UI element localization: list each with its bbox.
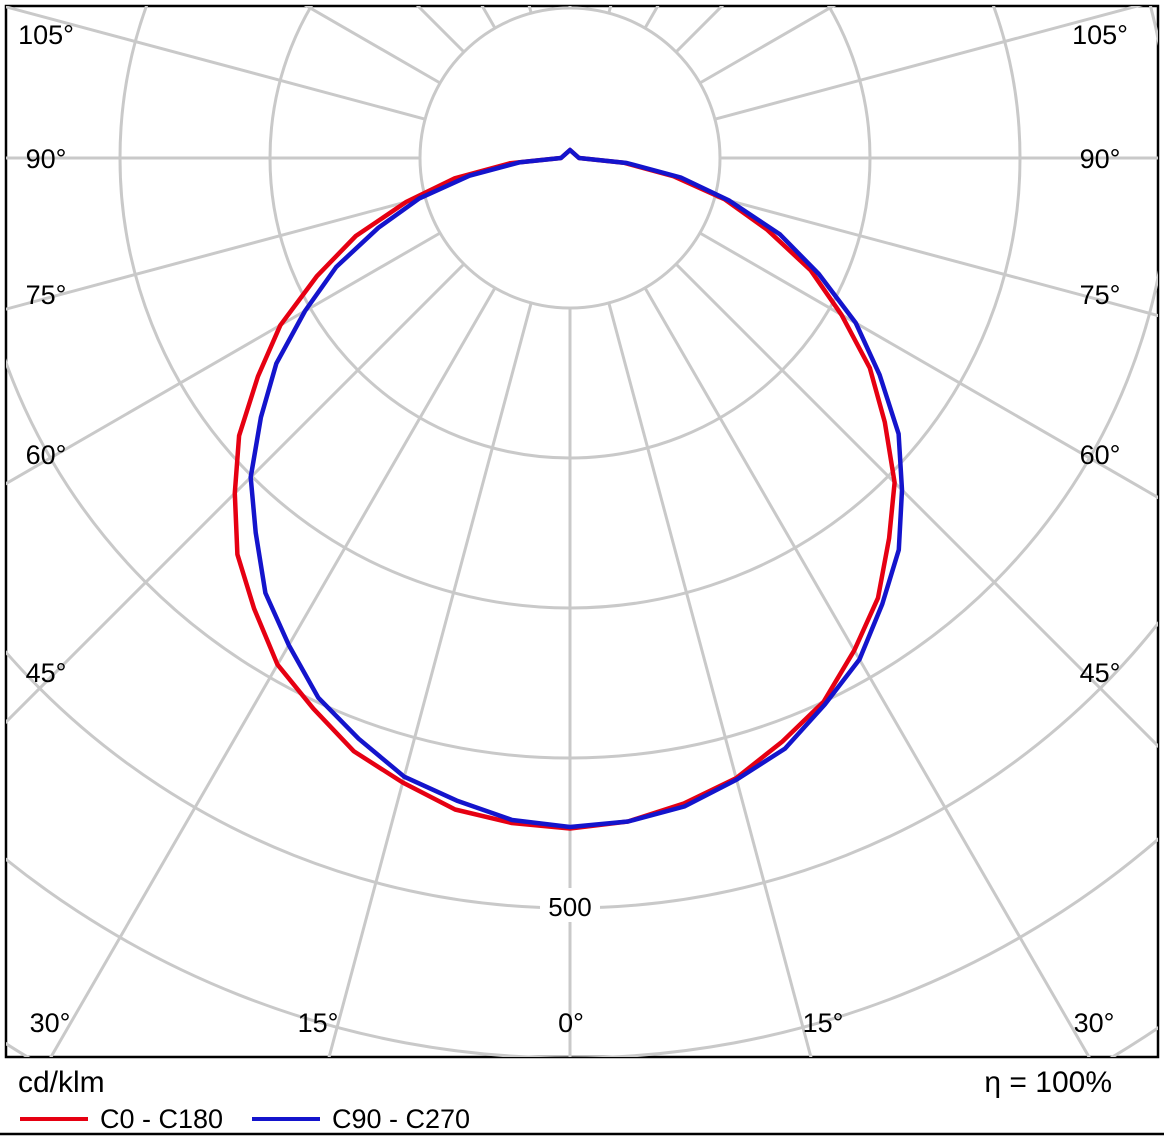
angle-label-bottom-2: 0° <box>558 1008 584 1038</box>
angle-label-bottom-0: 30° <box>30 1008 71 1038</box>
angle-label-right-0: 105° <box>1072 20 1128 50</box>
ring-value-label: 500 <box>548 892 591 922</box>
angle-label-left-0: 105° <box>18 20 74 50</box>
angle-label-bottom-3: 15° <box>803 1008 844 1038</box>
ring-label-backdrop <box>540 888 600 922</box>
angle-label-bottom-1: 15° <box>298 1008 339 1038</box>
grid-spoke-60-left <box>6 231 441 486</box>
legend: C0 - C180 C90 - C270 <box>20 1104 470 1134</box>
grid-spoke-105-left <box>6 6 426 121</box>
grid-spoke-15-right <box>607 302 813 1057</box>
angle-label-right-4: 45° <box>1080 658 1121 688</box>
angle-label-right-3: 60° <box>1080 440 1121 470</box>
angle-label-left-2: 75° <box>26 280 67 310</box>
grid-spoke-60-right <box>699 231 1158 500</box>
angle-label-right-2: 75° <box>1080 280 1121 310</box>
grid-spoke-105-right <box>714 6 1144 121</box>
efficiency-label: η = 100% <box>984 1066 1112 1099</box>
grid-spoke-75-right <box>714 195 1158 318</box>
grid-spoke-15-left <box>327 302 533 1057</box>
legend-label-c90-c270: C90 - C270 <box>332 1104 470 1134</box>
angle-label-left-3: 60° <box>26 440 67 470</box>
angle-labels: 105° 90° 75° 60° 45° 105° 90° 75° 60° 45° 30° 15° 0°… <box>18 20 1128 1038</box>
grid-spoke-45-right <box>675 263 1158 749</box>
intensity-curve-c90-c270 <box>248 147 905 830</box>
units-label: cd/klm <box>18 1066 105 1099</box>
ring-value-label-group: 500 <box>540 888 600 922</box>
angle-label-left-4: 45° <box>26 658 67 688</box>
grid-spoke-45-left <box>6 263 465 725</box>
angle-label-right-1: 90° <box>1080 144 1121 174</box>
grid-spoke-30-right <box>643 287 1091 1057</box>
grid-spoke-75-left <box>6 195 426 311</box>
intensity-curves <box>232 147 905 831</box>
angle-label-left-1: 90° <box>26 144 67 174</box>
grid-spoke-30-left <box>49 287 497 1057</box>
legend-label-c0-c180: C0 - C180 <box>100 1104 223 1134</box>
angle-label-bottom-4: 30° <box>1074 1008 1115 1038</box>
